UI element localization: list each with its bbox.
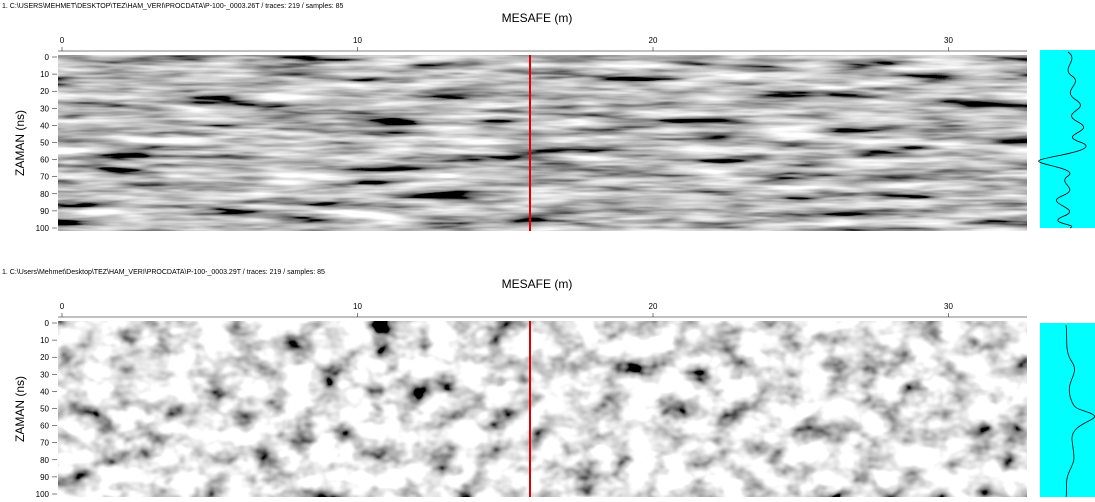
y-tick-label: 10 — [40, 336, 49, 345]
x-axis-label: MESAFE (m) — [502, 11, 573, 25]
page: body { margin: 0; background: #fff; font… — [0, 0, 1095, 502]
y-tick-label: 80 — [40, 456, 49, 465]
y-tick-label: 100 — [36, 490, 50, 499]
y-tick-label: 90 — [40, 207, 49, 216]
x-axis-label: MESAFE (m) — [502, 277, 573, 291]
screen: 1. C:\USERS\MEHMET\DESKTOP\TEZ\HAM_VERI\… — [0, 0, 1095, 502]
x-tick-label: 0 — [60, 302, 65, 311]
y-tick-label: 70 — [40, 173, 49, 182]
y-tick-label: 60 — [40, 422, 49, 431]
y-tick-label: 0 — [45, 53, 50, 62]
y-tick-label: 50 — [40, 405, 49, 414]
y-tick-label: 90 — [40, 473, 49, 482]
y-tick-label: 20 — [40, 353, 49, 362]
y-tick-label: 80 — [40, 190, 49, 199]
y-tick-label: 40 — [40, 121, 49, 130]
y-tick-label: 50 — [40, 139, 49, 148]
file-header: 1. C:\Users\Mehmet\Desktop\TEZ\HAM_VERI\… — [2, 269, 325, 276]
trace-box — [1040, 50, 1095, 228]
y-axis-label: ZAMAN (ns) — [13, 376, 27, 442]
y-tick-label: 0 — [45, 319, 50, 328]
x-tick-label: 20 — [649, 302, 658, 311]
y-tick-label: 70 — [40, 439, 49, 448]
x-tick-label: 20 — [649, 36, 658, 45]
x-tick-label: 30 — [944, 302, 953, 311]
x-tick-label: 30 — [944, 36, 953, 45]
radargram-image — [58, 321, 1027, 497]
x-tick-label: 10 — [353, 302, 362, 311]
y-tick-label: 40 — [40, 387, 49, 396]
x-tick-label: 10 — [353, 36, 362, 45]
y-tick-label: 10 — [40, 70, 49, 79]
y-tick-label: 20 — [40, 87, 49, 96]
y-tick-label: 30 — [40, 104, 49, 113]
x-tick-label: 0 — [60, 36, 65, 45]
y-tick-label: 100 — [36, 224, 50, 233]
y-tick-label: 30 — [40, 370, 49, 379]
y-tick-label: 60 — [40, 156, 49, 165]
file-header: 1. C:\USERS\MEHMET\DESKTOP\TEZ\HAM_VERI\… — [2, 3, 344, 10]
radargram-view: 1. C:\USERS\MEHMET\DESKTOP\TEZ\HAM_VERI\… — [0, 0, 1095, 502]
radargram-image — [58, 55, 1027, 231]
y-axis-label: ZAMAN (ns) — [13, 110, 27, 176]
